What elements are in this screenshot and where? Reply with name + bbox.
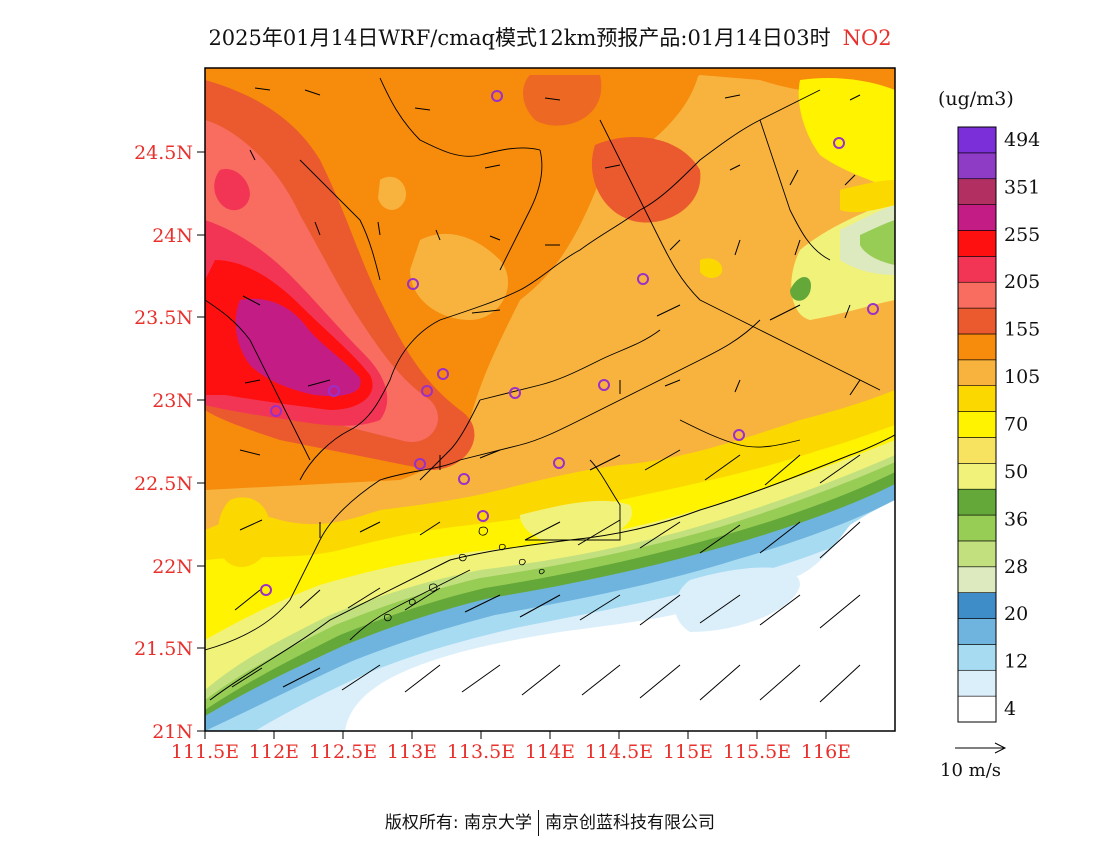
coastline [209, 434, 895, 701]
y-tick-label: 22N [152, 556, 193, 578]
x-tick-label: 115.5E [723, 741, 791, 763]
colorbar-label: 20 [1004, 603, 1028, 625]
colorbar-swatch [957, 488, 997, 516]
colorbar-label: 28 [1004, 556, 1028, 578]
colorbar-label: 105 [1004, 366, 1040, 388]
y-tick-label: 21.5N [134, 638, 193, 660]
wind-vectors [231, 87, 861, 703]
colorbar-frame [957, 126, 997, 723]
colorbar-swatch [957, 566, 997, 593]
colorbar-swatch [957, 695, 997, 723]
x-tick-label: 115E [663, 741, 713, 763]
colorbar-swatch [957, 307, 997, 335]
x-tick-label: 113E [387, 741, 437, 763]
x-tick-label: 112.5E [309, 741, 377, 763]
colorbar-swatch [957, 178, 997, 205]
y-tick-label: 21N [152, 721, 193, 743]
colorbar-swatch [957, 359, 997, 386]
colorbar-swatch [957, 204, 997, 231]
x-axis: 111.5E 112E 112.5E 113E 113.5E 114E 114.… [171, 731, 851, 763]
vector-reference-arrow [955, 742, 1007, 754]
colorbar-label: 36 [1004, 508, 1028, 530]
company-text: 南京创蓝科技有限公司 [545, 813, 716, 833]
y-axis: 21N 21.5N 22N 22.5N 23N 23.5N 24N 24.5N [134, 142, 205, 743]
colorbar-swatch [957, 644, 997, 671]
x-tick-label: 114E [525, 741, 575, 763]
colorbar-swatch [957, 126, 997, 154]
x-tick-label: 114.5E [585, 741, 653, 763]
map-title: 2025年01月14日WRF/cmaq模式12km预报产品:01月14日03时 N… [0, 22, 1100, 52]
x-tick-label: 111.5E [171, 741, 239, 763]
colorbar-label: 4 [1004, 698, 1016, 720]
y-tick-label: 23N [152, 390, 193, 412]
x-tick-label: 113.5E [447, 741, 515, 763]
y-tick-label: 24.5N [134, 142, 193, 164]
colorbar-label: 255 [1004, 224, 1040, 246]
colorbar-swatch [957, 514, 997, 542]
concentration-field [205, 68, 895, 731]
colorbar-swatch [957, 618, 997, 645]
colorbar-swatch [957, 540, 997, 568]
colorbar-swatch [957, 592, 997, 619]
colorbar-swatch [957, 256, 997, 283]
colorbar-label: 50 [1004, 461, 1028, 483]
colorbar-unit: (ug/m3) [938, 88, 1014, 110]
colorbar-swatch [957, 411, 997, 438]
colorbar-swatch [957, 230, 997, 257]
y-tick-label: 24N [152, 225, 193, 247]
footer-separator [538, 810, 540, 836]
colorbar-label: 351 [1004, 176, 1040, 198]
colorbar-swatch [957, 152, 997, 180]
colorbar-label: 155 [1004, 319, 1040, 341]
colorbar-swatch [957, 385, 997, 412]
colorbar-labels: 4 12 20 28 36 50 70 105 155 205 255 351 494 [1004, 129, 1040, 720]
colorbar-swatch [957, 437, 997, 464]
x-tick-label: 116E [801, 741, 851, 763]
footer: 版权所有: 南京大学 南京创蓝科技有限公司 [0, 808, 1100, 836]
colorbar-label: 12 [1004, 651, 1028, 673]
vector-reference-label: 10 m/s [940, 760, 1001, 781]
colorbar-swatch [957, 333, 997, 361]
colorbar-swatch [957, 281, 997, 309]
y-tick-label: 22.5N [134, 473, 193, 495]
colorbar-label: 205 [1004, 271, 1040, 293]
city-markers [260, 90, 879, 596]
copyright-text: 版权所有: 南京大学 [384, 813, 533, 833]
colorbar [957, 126, 997, 723]
colorbar-label: 70 [1004, 414, 1028, 436]
y-tick-label: 23.5N [134, 307, 193, 329]
title-text: 2025年01月14日WRF/cmaq模式12km预报产品:01月14日03时 [208, 26, 831, 50]
x-tick-label: 112E [249, 741, 299, 763]
pollutant-label: NO2 [842, 26, 892, 50]
colorbar-label: 494 [1004, 129, 1040, 151]
colorbar-swatch [957, 669, 997, 697]
colorbar-swatch [957, 463, 997, 490]
